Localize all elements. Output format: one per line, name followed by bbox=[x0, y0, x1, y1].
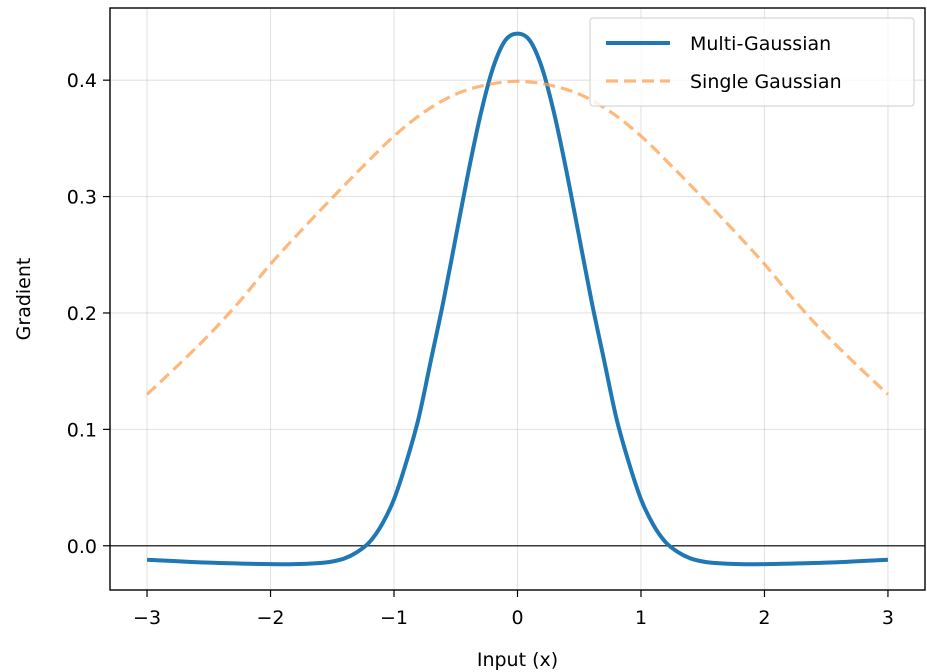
series-line-single-gaussian bbox=[145, 79, 890, 396]
x-tick-label: −1 bbox=[380, 607, 408, 629]
x-tick-label: 0 bbox=[511, 607, 523, 629]
series-lines bbox=[145, 31, 890, 567]
x-tick-label: 3 bbox=[882, 607, 894, 629]
y-tick-label: 0.1 bbox=[67, 419, 97, 441]
x-tick-label: 1 bbox=[635, 607, 647, 629]
x-axis-ticks: −3 −2 −1 0 1 2 3 bbox=[133, 590, 894, 629]
series-line-multi-gaussian bbox=[146, 31, 889, 567]
legend: Multi-Gaussian Single Gaussian bbox=[589, 17, 915, 107]
y-tick-label: 0.3 bbox=[67, 187, 97, 209]
x-axis-label: Input (x) bbox=[477, 649, 558, 671]
y-tick-label: 0.2 bbox=[67, 303, 97, 325]
legend-label-single-gaussian: Single Gaussian bbox=[690, 71, 842, 93]
x-tick-label: −3 bbox=[133, 607, 161, 629]
x-tick-label: −2 bbox=[257, 607, 285, 629]
y-axis-ticks: 0.0 0.1 0.2 0.3 0.4 bbox=[67, 70, 110, 558]
legend-box bbox=[589, 17, 915, 107]
y-axis-label: Gradient bbox=[13, 258, 35, 341]
y-tick-label: 0.0 bbox=[67, 536, 97, 558]
y-tick-label: 0.4 bbox=[67, 70, 97, 92]
legend-label-multi-gaussian: Multi-Gaussian bbox=[690, 33, 831, 55]
x-tick-label: 2 bbox=[758, 607, 770, 629]
